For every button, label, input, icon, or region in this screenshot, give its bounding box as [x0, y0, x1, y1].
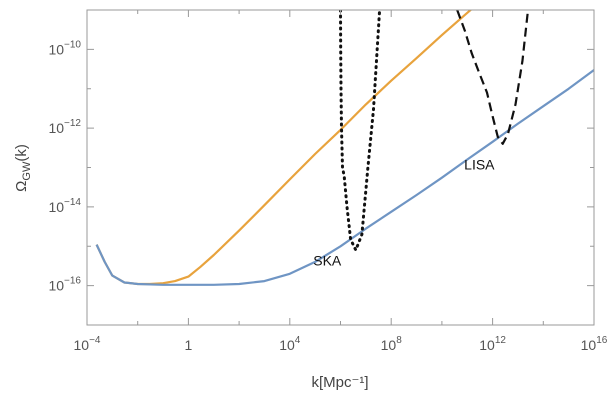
- y-tick-base: 10: [48, 120, 64, 136]
- y-axis-title-sub: GW: [21, 161, 33, 181]
- y-tick-exponent: −16: [64, 276, 81, 287]
- y-tick-label: 10−10: [48, 39, 81, 57]
- x-tick-exponent: 12: [495, 335, 507, 346]
- x-tick-exponent: 4: [295, 335, 301, 346]
- x-tick-base: 10: [581, 337, 597, 353]
- x-tick-label: 1012: [479, 335, 506, 353]
- x-tick-label: 104: [279, 335, 301, 353]
- y-tick-exponent: −10: [64, 39, 81, 50]
- series-line-ska: [339, 10, 382, 252]
- y-axis-title: ΩGW(k): [13, 144, 33, 192]
- annotation-lisa: LISA: [464, 156, 495, 172]
- y-tick-label: 10−12: [48, 118, 81, 136]
- y-tick-base: 10: [48, 278, 64, 294]
- annotation-ska: SKA: [313, 253, 342, 269]
- series-layer: [95, 10, 594, 286]
- y-tick-label: 10−14: [48, 197, 81, 215]
- y-tick-label: 10−16: [48, 276, 81, 294]
- annotation-layer: SKA LISA: [313, 156, 495, 268]
- series-line-lisa: [456, 10, 530, 145]
- x-tick-base: 10: [381, 337, 397, 353]
- ticks-layer: [86, 9, 595, 326]
- x-tick-label: 1: [185, 337, 193, 353]
- x-tick-base: 10: [479, 337, 495, 353]
- x-tick-exponent: −4: [89, 335, 101, 346]
- y-tick-exponent: −14: [64, 197, 81, 208]
- y-tick-base: 10: [48, 41, 64, 57]
- y-tick-base: 10: [48, 199, 64, 215]
- x-tick-exponent: 8: [396, 335, 402, 346]
- x-tick-label: 10−4: [74, 335, 101, 353]
- x-tick-base: 10: [279, 337, 295, 353]
- x-axis-title: k[Mpc⁻¹]: [311, 374, 368, 391]
- series-line-2: [95, 69, 594, 286]
- y-axis-title-main: Ω: [13, 181, 30, 192]
- y-tick-exponent: −12: [64, 118, 81, 129]
- x-tick-base: 1: [185, 337, 193, 353]
- x-tick-exponent: 16: [596, 335, 608, 346]
- x-tick-label: 108: [381, 335, 403, 353]
- x-tick-base: 10: [74, 337, 90, 353]
- y-axis-title-tail: (k): [13, 144, 30, 162]
- x-tick-label: 1016: [581, 335, 608, 353]
